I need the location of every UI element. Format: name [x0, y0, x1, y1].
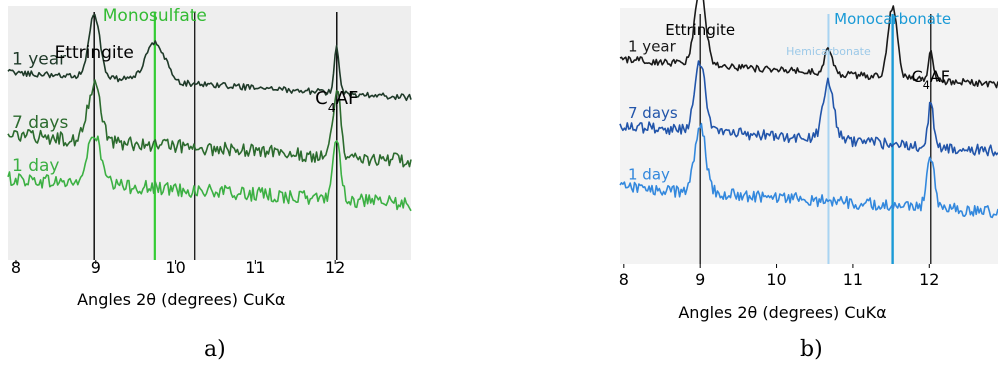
chart-b: 1 year 7 days 1 day Ettringite Hemicarbonate…	[619, 0, 998, 322]
x-tick-label-8: 8	[11, 258, 21, 277]
series-label-1-year: 1 year	[12, 49, 66, 69]
x-tick-label-11: 11	[245, 258, 265, 277]
ettringite-label: Ettringite	[665, 21, 735, 39]
x-tick-label-9: 9	[91, 258, 101, 277]
series-label-7-days: 7 days	[12, 113, 68, 133]
plot-area	[8, 6, 411, 260]
x-tick-label-8: 8	[619, 270, 629, 289]
series-label-1-year: 1 year	[628, 38, 677, 56]
monocarbonate-label: Monocarbonate	[834, 10, 951, 28]
series-line-1-year	[7, 13, 412, 102]
x-tick-label-11: 11	[843, 270, 863, 289]
panel-label-a: a)	[204, 337, 226, 362]
x-tick-label-12: 12	[325, 258, 345, 277]
series-line-1-day	[619, 122, 998, 219]
series-label-7-days: 7 days	[628, 104, 678, 122]
series-line-1-day	[7, 135, 412, 212]
x-axis-label: Angles 2θ (degrees) CuKα	[77, 290, 285, 309]
hemicarbonate-label: Hemicarbonate	[786, 45, 871, 58]
series-line-1-year	[619, 0, 998, 89]
x-axis-label: Angles 2θ (degrees) CuKα	[678, 303, 886, 322]
monosulfate-label: Monosulfate	[103, 6, 207, 26]
series-label-1-day: 1 day	[628, 166, 670, 184]
x-tick-label-10: 10	[766, 270, 786, 289]
series-label-1-day: 1 day	[12, 156, 60, 176]
panel-label-b: b)	[800, 337, 823, 362]
series-line-7-days	[7, 79, 412, 168]
x-tick-label-9: 9	[695, 270, 705, 289]
x-tick-label-10: 10	[165, 258, 185, 277]
ettringite-label: Ettringite	[55, 43, 134, 63]
series-line-7-days	[619, 60, 998, 157]
x-tick-label-12: 12	[919, 270, 939, 289]
